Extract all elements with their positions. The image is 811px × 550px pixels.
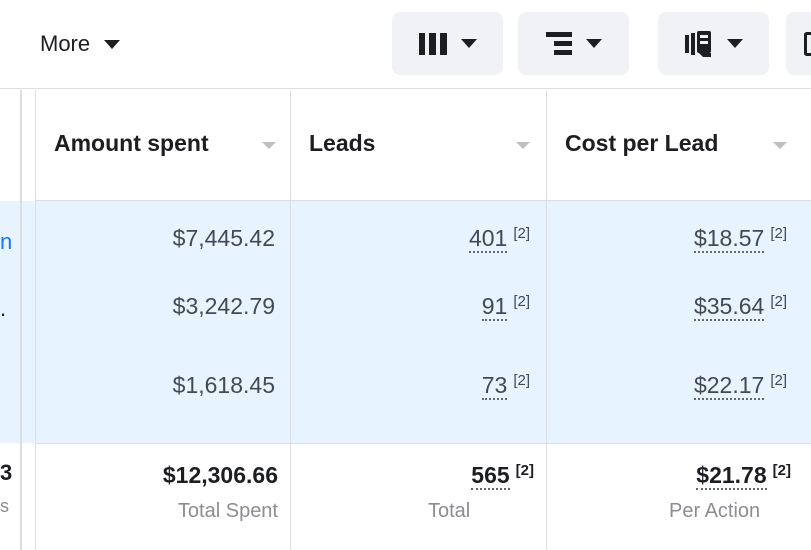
sort-icon[interactable] bbox=[773, 142, 787, 149]
total-value: $21.78 [2] bbox=[696, 462, 791, 490]
caret-down-icon bbox=[585, 39, 602, 48]
footnote-ref[interactable]: [2] bbox=[513, 293, 530, 310]
column-footer: 565 [2] Total bbox=[291, 443, 546, 550]
caret-down-icon bbox=[726, 39, 743, 48]
footnote-ref[interactable]: [2] bbox=[515, 462, 534, 479]
total-label: Per Action bbox=[669, 500, 761, 522]
caret-down-icon bbox=[104, 39, 121, 49]
selected-band bbox=[0, 201, 36, 443]
leads-value-link[interactable]: 401 bbox=[468, 225, 508, 253]
column-amount-spent: Amount spent $7,445.42 $3,242.79 $1,618.… bbox=[36, 90, 291, 550]
cpl-value-link[interactable]: $35.64 bbox=[693, 293, 765, 321]
leads-value-link[interactable]: 91 bbox=[481, 293, 508, 321]
column-body: 401 [2] 91 [2] 73 [2] bbox=[291, 201, 546, 443]
columns-icon bbox=[418, 32, 447, 55]
column-header[interactable]: Cost per Lead bbox=[547, 90, 811, 201]
breakdown-button[interactable] bbox=[518, 12, 629, 75]
cpl-value-link[interactable]: $22.17 bbox=[693, 372, 765, 400]
column-body: $7,445.42 $3,242.79 $1,618.45 bbox=[36, 201, 290, 443]
resize-handle[interactable] bbox=[20, 90, 22, 550]
sort-icon[interactable] bbox=[262, 142, 276, 149]
caret-down-icon bbox=[460, 39, 477, 48]
leads-value-link[interactable]: 73 bbox=[481, 372, 508, 400]
column-footer: $21.78 [2] Per Action bbox=[547, 443, 811, 550]
column-body: $18.57 [2] $35.64 [2] $22.17 [2] bbox=[547, 201, 811, 443]
sort-icon[interactable] bbox=[516, 142, 530, 149]
more-label: More bbox=[40, 31, 91, 56]
total-value: 565 [2] bbox=[471, 462, 534, 490]
leads-cell: 73 [2] bbox=[481, 372, 530, 400]
column-header-label: Leads bbox=[309, 130, 376, 156]
toolbar: More bbox=[0, 0, 811, 89]
columns-button[interactable] bbox=[392, 12, 503, 75]
total-label: Total bbox=[428, 500, 471, 522]
total-leads-link[interactable]: 565 bbox=[471, 462, 510, 490]
reports-icon bbox=[684, 30, 711, 57]
footnote-ref[interactable]: [2] bbox=[772, 462, 791, 479]
total-label: Total Spent bbox=[177, 500, 278, 522]
amount-cell: $1,618.45 bbox=[172, 372, 275, 398]
column-footer: $12,306.66 Total Spent bbox=[36, 443, 290, 550]
column-divider bbox=[35, 90, 36, 550]
campaign-name-link[interactable]: n bbox=[0, 229, 13, 254]
footer-text: 3 bbox=[0, 460, 13, 485]
leads-cell: 401 [2] bbox=[468, 225, 530, 253]
cpl-value-link[interactable]: $18.57 bbox=[693, 225, 765, 253]
row-text: . bbox=[0, 296, 7, 321]
amount-cell: $7,445.42 bbox=[172, 225, 275, 251]
footnote-ref[interactable]: [2] bbox=[770, 293, 787, 310]
column-cost-per-lead: Cost per Lead $18.57 [2] $35.64 [2] $22.17… bbox=[547, 90, 811, 550]
column-header[interactable]: Leads bbox=[291, 90, 546, 201]
footer-sublabel: s bbox=[0, 496, 9, 516]
column-header[interactable]: Amount spent bbox=[36, 90, 290, 201]
footnote-ref[interactable]: [2] bbox=[770, 225, 787, 242]
total-value: $12,306.66 bbox=[162, 462, 278, 488]
leads-cell: 91 [2] bbox=[481, 293, 530, 321]
more-dropdown[interactable]: More bbox=[40, 28, 121, 60]
column-header-label: Amount spent bbox=[54, 130, 209, 156]
breakdown-icon bbox=[545, 31, 572, 55]
more-tools-button[interactable] bbox=[786, 12, 811, 75]
footnote-ref[interactable]: [2] bbox=[513, 225, 530, 242]
total-cpl-link[interactable]: $21.78 bbox=[696, 462, 767, 490]
cpl-cell: $22.17 [2] bbox=[693, 372, 787, 400]
tool-icon bbox=[804, 31, 811, 56]
footnote-ref[interactable]: [2] bbox=[770, 372, 787, 389]
table-left-stub: n . 3 s bbox=[0, 90, 36, 550]
footnote-ref[interactable]: [2] bbox=[513, 372, 530, 389]
column-leads: Leads 401 [2] 91 [2] 73 [2] 565 [2] Total bbox=[291, 90, 547, 550]
reports-button[interactable] bbox=[658, 12, 769, 75]
data-table: n . 3 s Amount spent $7,445.42 $3,242.79… bbox=[0, 90, 811, 550]
cpl-cell: $18.57 [2] bbox=[693, 225, 787, 253]
cpl-cell: $35.64 [2] bbox=[693, 293, 787, 321]
amount-cell: $3,242.79 bbox=[172, 293, 275, 319]
column-header-label: Cost per Lead bbox=[565, 130, 719, 156]
